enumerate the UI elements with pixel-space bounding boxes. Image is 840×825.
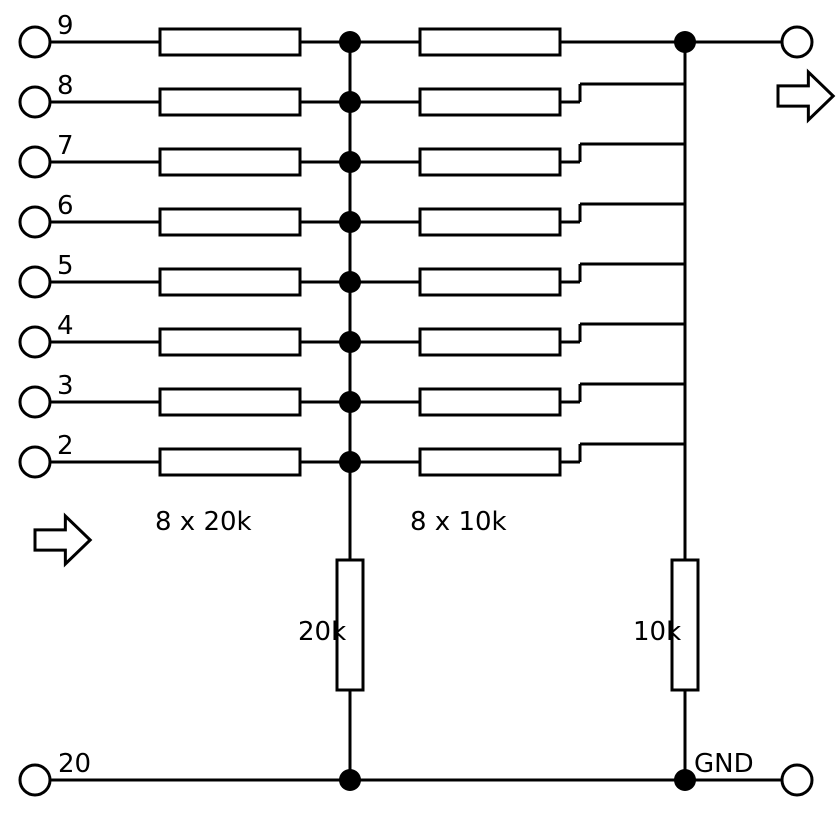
terminal-pin-20: [20, 765, 50, 795]
pin-label-20: 20: [58, 749, 91, 779]
resistor-10k-row-0: [420, 29, 560, 55]
terminal-pin-9: [20, 27, 50, 57]
resistor-10k-row-3: [420, 209, 560, 235]
terminal-pin-4: [20, 327, 50, 357]
resistor-10k-row-7: [420, 449, 560, 475]
terminal-output: [782, 27, 812, 57]
label-20k-vertical: 20k: [298, 617, 346, 647]
pin-label-9: 9: [57, 11, 74, 41]
pin-label-8: 8: [57, 71, 74, 101]
pin-label-2: 2: [57, 431, 74, 461]
resistor-20k-row-7: [160, 449, 300, 475]
pin-label-6: 6: [57, 191, 74, 221]
arrow-output: [778, 72, 833, 120]
pin-label-7: 7: [57, 131, 74, 161]
terminal-pin-3: [20, 387, 50, 417]
terminal-pin-6: [20, 207, 50, 237]
terminal-gnd: [782, 765, 812, 795]
resistor-20k-row-5: [160, 329, 300, 355]
terminal-pin-8: [20, 87, 50, 117]
resistor-10k-row-1: [420, 89, 560, 115]
terminal-pin-7: [20, 147, 50, 177]
resistor-20k-row-2: [160, 149, 300, 175]
resistor-ladder-diagram: 9 8 7 6 5 4 3 2 8 x 20k 8 x 10k 20k 10k 20 GND: [0, 0, 840, 825]
label-bank-right: 8 x 10k: [410, 507, 507, 537]
pin-label-5: 5: [57, 251, 74, 281]
resistor-20k-row-3: [160, 209, 300, 235]
resistor-10k-row-5: [420, 329, 560, 355]
resistor-10k-row-2: [420, 149, 560, 175]
node-ground-right: [674, 769, 696, 791]
label-bank-left: 8 x 20k: [155, 507, 252, 537]
resistor-20k-row-1: [160, 89, 300, 115]
arrow-input: [35, 516, 90, 564]
terminal-pin-2: [20, 447, 50, 477]
pin-label-3: 3: [57, 371, 74, 401]
node-ground-mid: [339, 769, 361, 791]
resistor-20k-row-6: [160, 389, 300, 415]
pin-label-4: 4: [57, 311, 74, 341]
label-10k-vertical: 10k: [633, 617, 681, 647]
label-gnd: GND: [694, 749, 754, 779]
terminal-pin-5: [20, 267, 50, 297]
resistor-20k-row-0: [160, 29, 300, 55]
resistor-10k-row-4: [420, 269, 560, 295]
resistor-10k-row-6: [420, 389, 560, 415]
resistor-20k-row-4: [160, 269, 300, 295]
